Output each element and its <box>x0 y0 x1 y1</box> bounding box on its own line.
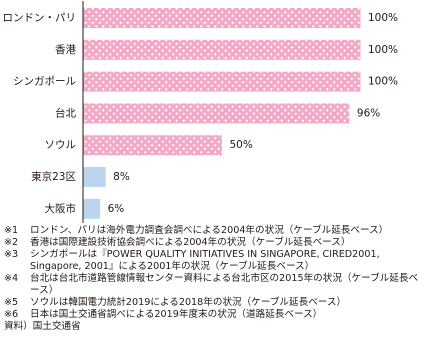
value-label: 100% <box>368 12 398 24</box>
footnote: ※6 日本は国土交通省調べによる2019年度末の状況（道路延長ベース） <box>4 309 420 321</box>
chart: ロンドン・パリ 100% 香港 100% シンガポール 100% 台北 96% ソウル 50% 東京… <box>3 1 398 223</box>
value-label: 100% <box>368 44 398 56</box>
y-tick-label: ソウル <box>45 139 77 151</box>
footnote-text: 香港は国際建設技術協会調べによる2004年の状況（ケーブル延長ベース） <box>30 237 351 248</box>
notes: ※1 ロンドン、パリは海外電力調査会調べによる2004年の状況（ケーブル延長ベース… <box>4 225 420 333</box>
footnote-mark: ※6 <box>4 309 19 320</box>
footnote: ※4 台北は台北市道路管線情報センター資料による台北市区の2015年の状況（ケーブ… <box>4 273 420 297</box>
footnote-mark: ※4 <box>4 273 19 284</box>
value-label: 96% <box>357 107 380 119</box>
y-tick-label: 東京23区 <box>31 170 76 183</box>
footnote-text: ロンドン、パリは海外電力調査会調べによる2004年の状況（ケーブル延長ベース） <box>30 225 389 236</box>
footnote-mark: ※3 <box>4 249 19 260</box>
value-label: 50% <box>230 139 253 151</box>
y-tick-label: 香港 <box>55 44 76 56</box>
footnote-text: ソウルは韓国電力統計2019による2018年の状況（ケーブル延長ベース） <box>30 297 347 308</box>
footnote: ※1 ロンドン、パリは海外電力調査会調べによる2004年の状況（ケーブル延長ベース… <box>4 225 420 237</box>
footnote: ※3 シンガポールは『POWER QUALITY INITIATIVES IN S… <box>4 249 420 273</box>
source-note: 資料）国土交通省 <box>4 321 81 332</box>
bar-pattern <box>83 8 361 28</box>
footnote-mark: ※5 <box>4 297 19 308</box>
bar-pattern <box>83 135 222 156</box>
bar <box>83 198 101 219</box>
footnote-mark: ※1 <box>4 225 19 236</box>
footnote-text: 台北は台北市道路管線情報センター資料による台北市区の2015年の状況（ケーブル延… <box>30 273 419 296</box>
value-label: 8% <box>113 171 130 183</box>
footnote-mark: ※2 <box>4 237 19 248</box>
footnote-text: シンガポールは『POWER QUALITY INITIATIVES IN SIN… <box>30 249 380 272</box>
bar-pattern <box>83 103 350 124</box>
bar-pattern <box>83 39 361 60</box>
y-tick-label: 台北 <box>55 106 76 119</box>
footnote: ※2 香港は国際建設技術協会調べによる2004年の状況（ケーブル延長ベース） <box>4 237 420 249</box>
value-label: 6% <box>108 203 125 215</box>
value-label: 100% <box>368 76 398 88</box>
footnote-text: 日本は国土交通省調べによる2019年度末の状況（道路延長ベース） <box>30 309 323 320</box>
footnote: ※5 ソウルは韓国電力統計2019による2018年の状況（ケーブル延長ベース） <box>4 297 420 309</box>
bar <box>83 167 106 187</box>
y-tick-label: ロンドン・パリ <box>3 12 77 24</box>
bar-pattern <box>83 71 361 92</box>
y-tick-label: 大阪市 <box>45 202 77 215</box>
y-tick-label: シンガポール <box>13 76 76 88</box>
